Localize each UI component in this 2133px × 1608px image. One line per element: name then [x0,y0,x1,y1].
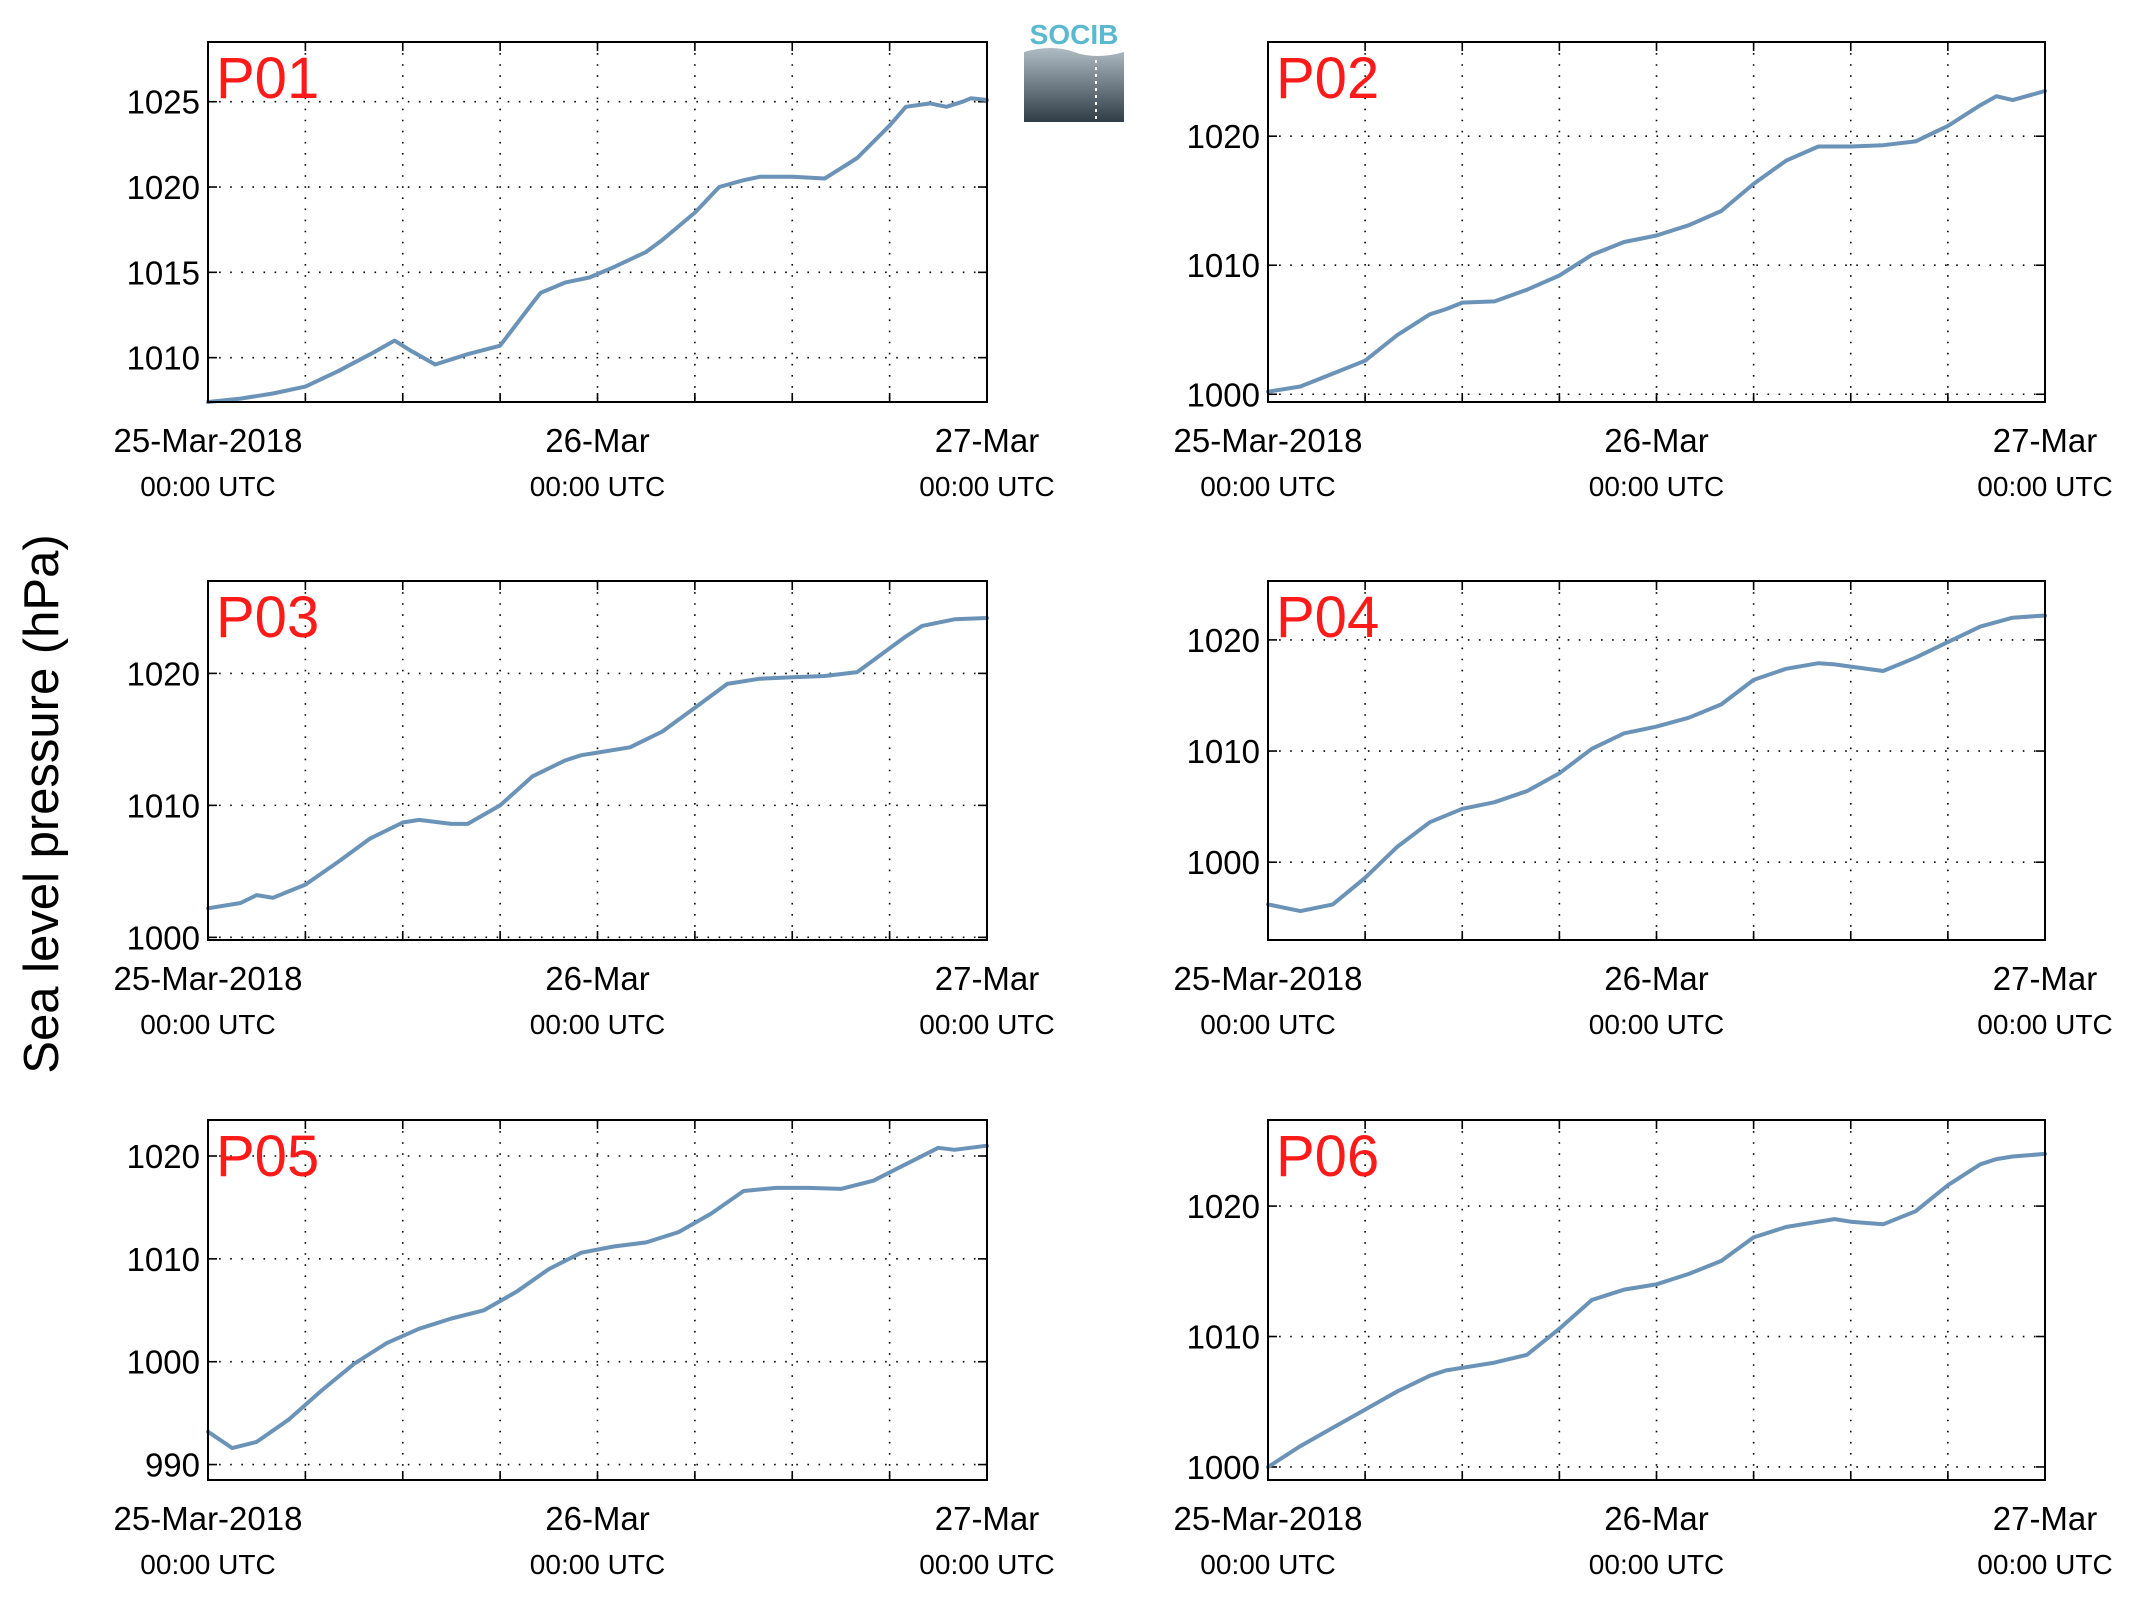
x-tick-label-date: 26-Mar [545,1500,650,1537]
x-tick-label-time: 00:00 UTC [140,1009,275,1040]
x-tick-label-date: 25-Mar-2018 [1174,960,1363,997]
x-tick-label-time: 00:00 UTC [919,1549,1054,1580]
panel-label: P05 [216,1124,319,1189]
panel-label: P01 [216,46,319,111]
x-tick-label-time: 00:00 UTC [530,1549,665,1580]
axes-frame [207,1119,988,1481]
x-tick-label-date: 25-Mar-2018 [114,422,303,459]
pressure-series-line [1266,1151,2047,1469]
y-tick-label: 1000 [1187,376,1260,413]
x-tick-label-date: 27-Mar [1993,960,2098,997]
x-tick-label-time: 00:00 UTC [1589,471,1724,502]
x-tick-label-date: 26-Mar [1604,1500,1709,1537]
x-tick-label-date: 26-Mar [545,422,650,459]
socib-logo: SOCIB [1024,19,1124,122]
y-tick-label: 1020 [1187,118,1260,155]
axes-frame [1267,41,2046,403]
x-tick-label-date: 27-Mar [935,1500,1040,1537]
x-tick-label-time: 00:00 UTC [140,1549,275,1580]
axes-frame [1267,580,2046,941]
x-tick-label-date: 25-Mar-2018 [1174,422,1363,459]
y-tick-label: 1000 [1187,1449,1260,1486]
y-tick-label: 1000 [127,919,200,956]
x-tick-label-time: 00:00 UTC [1977,1009,2112,1040]
x-tick-label-date: 27-Mar [935,960,1040,997]
subplot-p05: 990 1000 1010 1020 25-Mar-2018 00:00 UTC 26-Ma… [114,1119,1055,1580]
pressure-series-line [206,616,989,911]
x-tick-label-date: 26-Mar [1604,960,1709,997]
x-tick-label-time: 00:00 UTC [1589,1549,1724,1580]
y-tick-label: 1010 [1187,1319,1260,1356]
y-tick-label: 990 [145,1447,200,1484]
subplot-p01: 1010 1015 1020 1025 25-Mar-2018 00:00 UTC 26-M… [114,41,1055,502]
x-tick-label-time: 00:00 UTC [530,471,665,502]
y-tick-label: 1010 [127,1241,200,1278]
x-tick-label-time: 00:00 UTC [919,1009,1054,1040]
x-tick-label-time: 00:00 UTC [1200,1009,1335,1040]
x-tick-label-date: 26-Mar [545,960,650,997]
subplot-p04: 1000 1010 1020 25-Mar-2018 00:00 UTC 26-Mar 00… [1174,580,2113,1040]
subplot-p03: 1000 1010 1020 25-Mar-2018 00:00 UTC 26-Mar 00… [114,580,1055,1040]
y-tick-label: 1000 [127,1344,200,1381]
panel-label: P06 [1276,1124,1379,1189]
logo-text: SOCIB [1030,19,1119,50]
x-tick-label-date: 27-Mar [1993,1500,2098,1537]
pressure-series-line [1266,613,2047,914]
pressure-series-line [206,1143,989,1451]
panel-label: P02 [1276,46,1379,111]
panel-label: P04 [1276,585,1379,650]
pressure-series-line [1266,89,2047,394]
x-tick-label-time: 00:00 UTC [919,471,1054,502]
x-tick-label-time: 00:00 UTC [530,1009,665,1040]
x-tick-label-date: 25-Mar-2018 [1174,1500,1363,1537]
y-tick-label: 1010 [1187,247,1260,284]
axes-frame [207,41,988,403]
x-tick-label-time: 00:00 UTC [140,471,275,502]
y-tick-label: 1020 [127,655,200,692]
panel-label: P03 [216,585,319,650]
x-tick-label-date: 27-Mar [935,422,1040,459]
x-tick-label-date: 26-Mar [1604,422,1709,459]
y-tick-label: 1010 [1187,733,1260,770]
subplot-p02: 1000 1010 1020 25-Mar-2018 00:00 UTC 26-Mar 00… [1174,41,2113,502]
x-tick-label-time: 00:00 UTC [1977,1549,2112,1580]
subplot-p06: 1000 1010 1020 25-Mar-2018 00:00 UTC 26-Mar 00… [1174,1119,2113,1580]
x-tick-label-time: 00:00 UTC [1200,471,1335,502]
y-tick-label: 1020 [127,169,200,206]
x-tick-label-date: 27-Mar [1993,422,2098,459]
x-tick-label-date: 25-Mar-2018 [114,1500,303,1537]
y-tick-label: 1015 [127,254,200,291]
y-tick-label: 1025 [127,84,200,121]
y-tick-label: 1020 [1187,622,1260,659]
y-tick-label: 1000 [1187,844,1260,881]
y-tick-label: 1010 [127,340,200,377]
x-tick-label-time: 00:00 UTC [1200,1549,1335,1580]
y-tick-label: 1020 [1187,1188,1260,1225]
axes-frame [1267,1119,2046,1481]
x-tick-label-date: 25-Mar-2018 [114,960,303,997]
axes-frame [207,580,988,941]
y-tick-label: 1010 [127,787,200,824]
x-tick-label-time: 00:00 UTC [1977,471,2112,502]
pressure-series-line [206,96,989,404]
x-tick-label-time: 00:00 UTC [1589,1009,1724,1040]
y-tick-label: 1020 [127,1138,200,1175]
y-axis-label: Sea level pressure (hPa) [15,534,69,1073]
subplots-group: 1010 1015 1020 1025 25-Mar-2018 00:00 UTC 26-M… [114,41,2113,1580]
